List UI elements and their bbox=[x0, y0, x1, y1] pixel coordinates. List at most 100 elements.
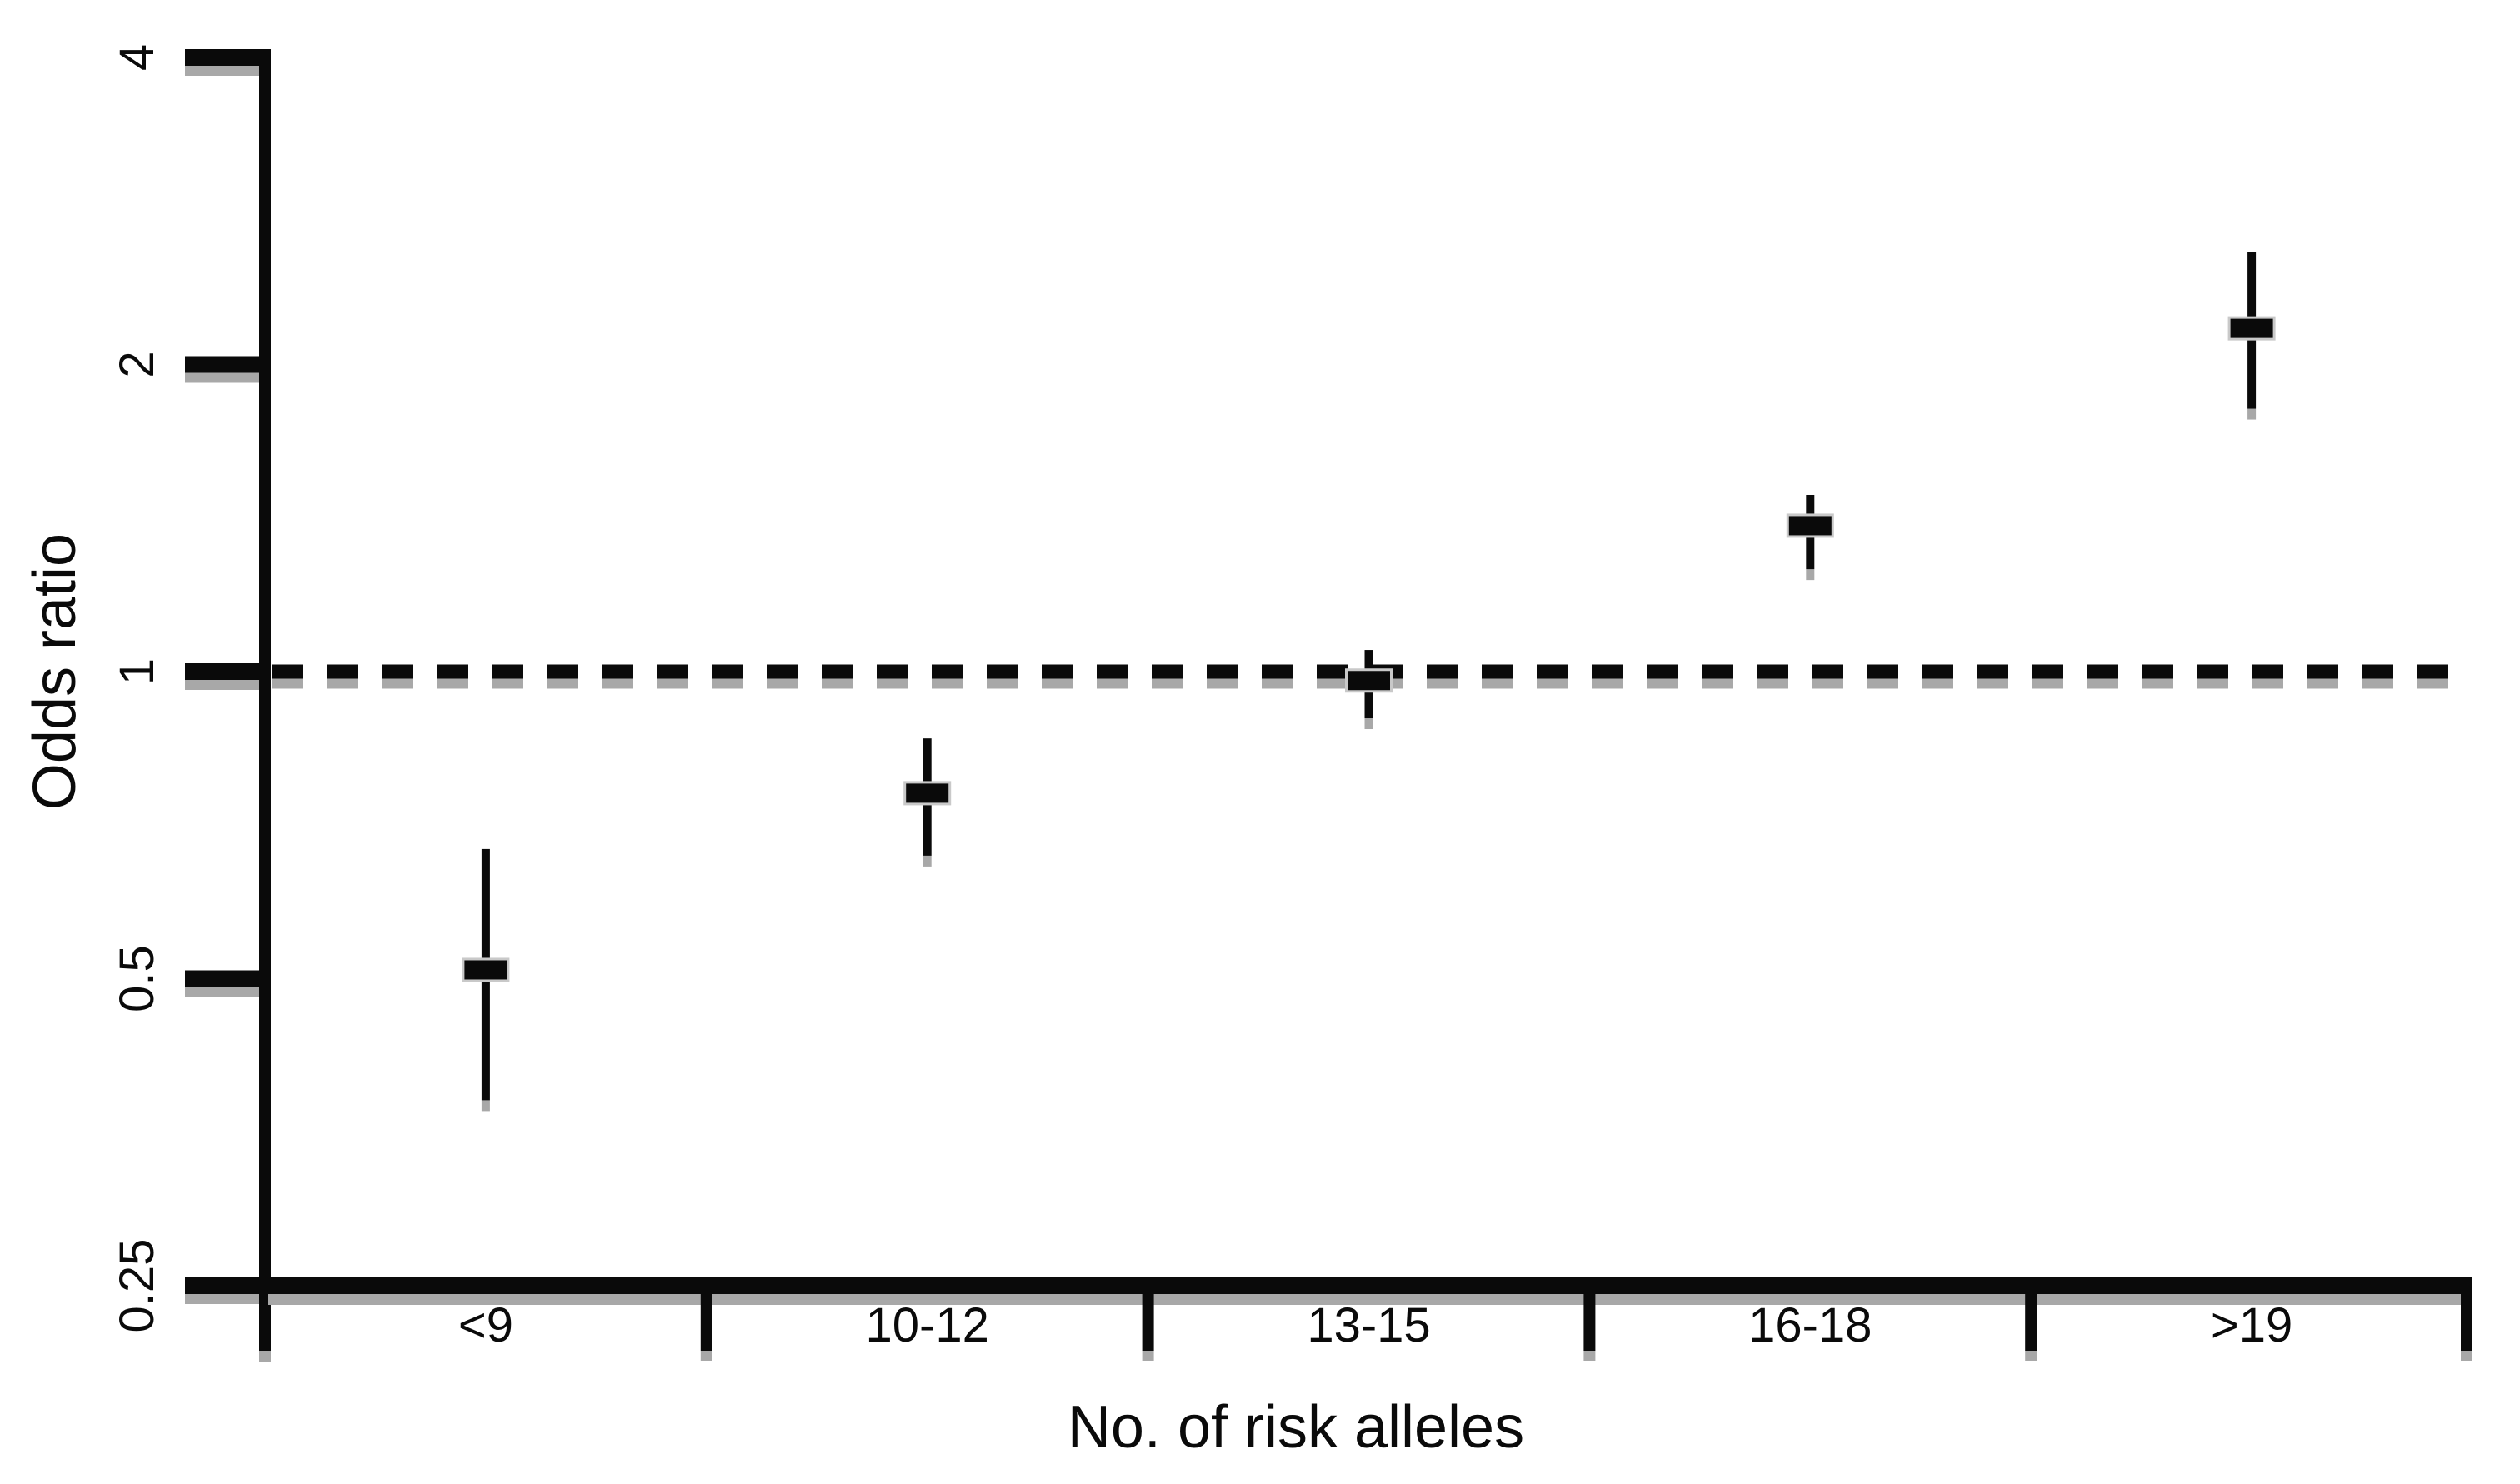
y-tick-label: 2 bbox=[110, 351, 164, 377]
x-boundary-tick-shadow bbox=[1583, 1351, 1596, 1361]
reference-line-dash-shadow bbox=[1537, 678, 1568, 689]
reference-line-dash bbox=[2032, 664, 2063, 679]
y-tick bbox=[185, 49, 265, 66]
y-tick-shadow bbox=[185, 1294, 265, 1304]
error-bar-shadow-tip bbox=[481, 1100, 490, 1112]
reference-line-dash-shadow bbox=[2142, 678, 2173, 689]
reference-line-dash bbox=[1702, 664, 1733, 679]
reference-line-dash-shadow bbox=[1482, 678, 1513, 689]
reference-line-dash bbox=[1977, 664, 2008, 679]
reference-line-dash-shadow bbox=[2197, 678, 2228, 689]
y-axis-line-shadow bbox=[259, 1351, 271, 1362]
reference-line-dash-shadow bbox=[1152, 678, 1183, 689]
reference-line-dash bbox=[2087, 664, 2118, 679]
reference-line-dash bbox=[547, 664, 578, 679]
reference-line-dash-shadow bbox=[822, 678, 853, 689]
y-tick-label: 0.5 bbox=[110, 945, 164, 1012]
error-bar-shadow-tip bbox=[922, 855, 932, 867]
reference-line-dash bbox=[1152, 664, 1183, 679]
reference-line-dash bbox=[657, 664, 688, 679]
reference-line-dash-shadow bbox=[712, 678, 743, 689]
reference-line-dash bbox=[987, 664, 1018, 679]
reference-line-dash bbox=[1592, 664, 1623, 679]
reference-line-dash-shadow bbox=[382, 678, 413, 689]
reference-line-dash bbox=[272, 664, 303, 679]
reference-line-dash bbox=[2307, 664, 2338, 679]
reference-line-dash-shadow bbox=[1922, 678, 1953, 689]
x-boundary-tick bbox=[1583, 1294, 1596, 1351]
reference-line-dash-shadow bbox=[1427, 678, 1458, 689]
x-boundary-tick bbox=[1142, 1294, 1154, 1351]
reference-line-dash bbox=[1427, 664, 1458, 679]
x-boundary-tick bbox=[2025, 1294, 2038, 1351]
reference-line-dash bbox=[767, 664, 798, 679]
reference-line-dash-shadow bbox=[1867, 678, 1898, 689]
x-tick-label: >19 bbox=[2211, 1298, 2292, 1352]
reference-line-dash-shadow bbox=[877, 678, 908, 689]
reference-line-dash-shadow bbox=[1977, 678, 2008, 689]
reference-line-dash-shadow bbox=[602, 678, 633, 689]
x-tick-label: 10-12 bbox=[866, 1298, 989, 1352]
y-tick-shadow bbox=[185, 680, 265, 690]
x-axis-title: No. of risk alleles bbox=[1068, 1394, 1524, 1461]
reference-line-dash-shadow bbox=[987, 678, 1018, 689]
y-tick-shadow bbox=[185, 987, 265, 997]
reference-line-dash bbox=[437, 664, 468, 679]
reference-line-dash bbox=[1647, 664, 1678, 679]
x-tick-label: 16-18 bbox=[1748, 1298, 1872, 1352]
reference-line-dash bbox=[602, 664, 633, 679]
error-bar-shadow-tip bbox=[1806, 569, 1815, 581]
reference-line-dash bbox=[1042, 664, 1073, 679]
reference-line-dash bbox=[2197, 664, 2228, 679]
reference-line-dash bbox=[1537, 664, 1568, 679]
reference-line-dash bbox=[877, 664, 908, 679]
reference-line-dash bbox=[1922, 664, 1953, 679]
reference-line-dash-shadow bbox=[2032, 678, 2063, 689]
error-bar-shadow-tip bbox=[1364, 718, 1373, 730]
reference-line-dash bbox=[2362, 664, 2393, 679]
reference-line-dash bbox=[1097, 664, 1128, 679]
reference-line-dash bbox=[382, 664, 413, 679]
y-tick-label: 4 bbox=[110, 44, 164, 71]
x-axis-end-tick-shadow bbox=[2461, 1351, 2472, 1361]
reference-line-dash-shadow bbox=[1097, 678, 1128, 689]
reference-line-dash-shadow bbox=[492, 678, 523, 689]
y-tick bbox=[185, 356, 265, 373]
reference-line-dash-shadow bbox=[1317, 678, 1348, 689]
reference-line-dash-shadow bbox=[2307, 678, 2338, 689]
x-boundary-tick-shadow bbox=[2025, 1351, 2038, 1361]
reference-line-dash bbox=[327, 664, 358, 679]
reference-line-dash-shadow bbox=[327, 678, 358, 689]
x-axis-line-shadow bbox=[268, 1294, 2472, 1305]
reference-line-dash bbox=[492, 664, 523, 679]
reference-line-dash bbox=[1812, 664, 1843, 679]
reference-line-dash-shadow bbox=[437, 678, 468, 689]
data-point-marker bbox=[2228, 316, 2276, 341]
y-tick-shadow bbox=[185, 66, 265, 76]
reference-line-dash bbox=[1317, 664, 1348, 679]
data-point-marker bbox=[462, 957, 510, 982]
reference-line-dash-shadow bbox=[767, 678, 798, 689]
reference-line-dash-shadow bbox=[272, 678, 303, 689]
reference-line-dash bbox=[932, 664, 963, 679]
data-point-marker bbox=[1786, 513, 1834, 538]
reference-line-dash bbox=[1262, 664, 1293, 679]
reference-line-dash bbox=[2252, 664, 2283, 679]
y-tick-label: 0.25 bbox=[110, 1239, 164, 1333]
y-axis-title: Odds ratio bbox=[22, 533, 88, 810]
reference-line-dash-shadow bbox=[547, 678, 578, 689]
y-tick bbox=[185, 970, 265, 987]
x-boundary-tick-shadow bbox=[1142, 1351, 1154, 1361]
reference-line-dash-shadow bbox=[657, 678, 688, 689]
reference-line-dash bbox=[1482, 664, 1513, 679]
error-bar-shadow-tip bbox=[2248, 408, 2257, 420]
reference-line-dash-shadow bbox=[2087, 678, 2118, 689]
reference-line-dash-shadow bbox=[1812, 678, 1843, 689]
y-tick-label: 1 bbox=[110, 658, 164, 685]
y-tick bbox=[185, 663, 265, 680]
x-boundary-tick-shadow bbox=[700, 1351, 712, 1361]
data-point-marker bbox=[1345, 668, 1392, 693]
reference-line-dash-shadow bbox=[932, 678, 963, 689]
